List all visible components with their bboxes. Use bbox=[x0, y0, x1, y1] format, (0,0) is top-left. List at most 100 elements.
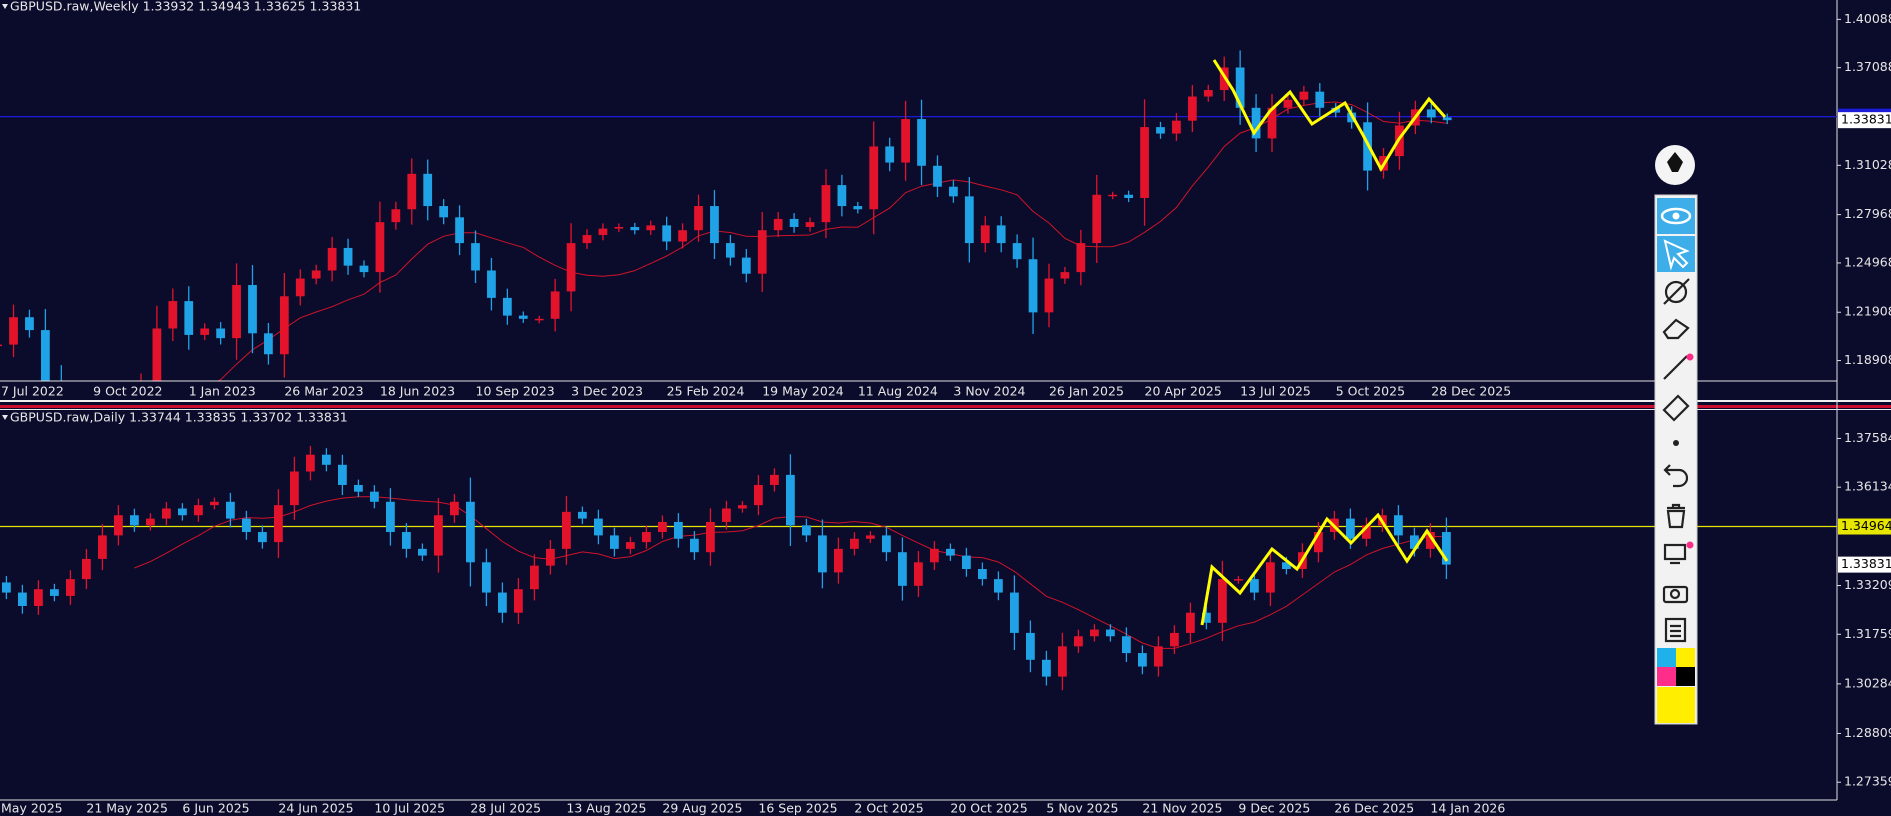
brush-icon[interactable] bbox=[1664, 280, 1688, 304]
last-price-label: 1.33831 bbox=[1841, 556, 1891, 571]
candle-body bbox=[232, 284, 241, 339]
candle-body bbox=[168, 301, 178, 329]
camera-icon[interactable] bbox=[1662, 585, 1689, 604]
candle-body bbox=[1426, 532, 1435, 549]
candle-body bbox=[327, 247, 337, 271]
x-tick-label: 26 Dec 2025 bbox=[1334, 801, 1414, 816]
candle-body bbox=[455, 217, 464, 244]
candle-body bbox=[821, 185, 831, 223]
candle-body bbox=[1282, 562, 1291, 570]
candle-body bbox=[678, 230, 687, 242]
candle-body bbox=[146, 518, 155, 526]
color-pink[interactable] bbox=[1657, 667, 1676, 686]
candle-body bbox=[1138, 653, 1147, 667]
hline-price-label: 1.34964 bbox=[1841, 518, 1891, 533]
candle-body bbox=[338, 464, 347, 485]
monitor-icon[interactable] bbox=[1663, 543, 1687, 561]
trash-icon[interactable] bbox=[1666, 503, 1686, 529]
candle-body bbox=[1092, 194, 1102, 244]
drawing-zigzag[interactable] bbox=[1200, 512, 1449, 626]
eye-icon bbox=[1672, 212, 1680, 220]
candle-body bbox=[770, 474, 779, 485]
x-tick-label: 9 Dec 2025 bbox=[1238, 801, 1310, 816]
candle-body bbox=[610, 535, 619, 549]
candle-body bbox=[226, 501, 235, 519]
candle-body bbox=[853, 206, 863, 210]
y-tick-label: 1.33209 bbox=[1844, 577, 1891, 592]
candle-body bbox=[370, 491, 379, 502]
candle-body bbox=[754, 484, 763, 506]
candle-body bbox=[1172, 120, 1181, 134]
chart-title: GBPUSD.raw,Weekly 1.33932 1.34943 1.3362… bbox=[10, 0, 361, 14]
candle-body bbox=[964, 196, 974, 244]
brush-icon[interactable] bbox=[1663, 278, 1690, 305]
candle-body bbox=[562, 511, 571, 549]
color-yellow[interactable] bbox=[1676, 648, 1695, 667]
y-tick-label: 1.27359 bbox=[1844, 774, 1891, 789]
candle-body bbox=[789, 218, 799, 227]
candle-body bbox=[178, 508, 187, 516]
candle-body bbox=[598, 228, 608, 236]
candle-body bbox=[1058, 646, 1067, 677]
candle-body bbox=[434, 515, 443, 556]
candle-body bbox=[1266, 562, 1275, 593]
candle-body bbox=[690, 538, 699, 553]
line-icon[interactable] bbox=[1663, 355, 1688, 380]
candle-body bbox=[210, 501, 219, 506]
separator bbox=[0, 400, 1891, 402]
x-tick-label: 3 Dec 2023 bbox=[571, 384, 643, 399]
candle-body bbox=[264, 333, 273, 355]
candle-body bbox=[550, 291, 560, 319]
candle-body bbox=[946, 548, 955, 556]
candle-body bbox=[82, 558, 91, 580]
eye-icon bbox=[1660, 207, 1692, 225]
candle-body bbox=[725, 243, 735, 258]
candle-body bbox=[343, 247, 353, 266]
x-tick-label: 10 Jul 2025 bbox=[374, 801, 445, 816]
candle-body bbox=[662, 225, 672, 242]
toolbar-panel bbox=[1654, 194, 1698, 725]
candle-body bbox=[114, 515, 123, 536]
candle-body bbox=[471, 243, 480, 271]
color-cyan[interactable] bbox=[1657, 648, 1676, 667]
candle-body bbox=[418, 548, 427, 556]
x-tick-label: 28 Dec 2025 bbox=[1431, 384, 1511, 399]
undo-icon[interactable] bbox=[1663, 464, 1689, 488]
candle-body bbox=[518, 315, 528, 319]
candle-body bbox=[614, 226, 624, 229]
candle-body bbox=[242, 518, 251, 533]
y-tick-label: 1.40088 bbox=[1844, 11, 1891, 26]
candle-body bbox=[439, 206, 449, 218]
eraser-icon[interactable] bbox=[1662, 318, 1690, 340]
pane bbox=[0, 445, 1837, 691]
y-tick-label: 1.24968 bbox=[1844, 254, 1891, 269]
color-black[interactable] bbox=[1676, 667, 1695, 686]
candle-body bbox=[834, 548, 843, 573]
candle-body bbox=[1315, 91, 1325, 108]
drawing-zigzag[interactable] bbox=[1212, 59, 1447, 173]
candle-body bbox=[1251, 107, 1261, 139]
candle-body bbox=[642, 532, 651, 543]
title-icon bbox=[2, 4, 8, 9]
candle-body bbox=[869, 146, 879, 210]
separator bbox=[0, 409, 1891, 410]
dot-icon[interactable] bbox=[1673, 440, 1679, 446]
candle-body bbox=[25, 317, 34, 331]
candle-body bbox=[1154, 646, 1163, 667]
candle-body bbox=[1314, 532, 1323, 553]
clipboard-icon[interactable] bbox=[1664, 617, 1687, 643]
candle-body bbox=[274, 505, 283, 543]
candle-body bbox=[773, 218, 783, 231]
ruler-icon[interactable] bbox=[1662, 394, 1690, 422]
candle-body bbox=[534, 318, 544, 321]
candle-body bbox=[741, 257, 751, 274]
candle-body bbox=[290, 471, 299, 506]
active-color[interactable] bbox=[1657, 687, 1695, 723]
y-tick-label: 1.21908 bbox=[1844, 304, 1891, 319]
candle-body bbox=[1442, 117, 1452, 121]
x-tick-label: 1 Jan 2023 bbox=[189, 384, 256, 399]
candle-body bbox=[375, 222, 385, 273]
cursor-icon bbox=[1663, 239, 1690, 271]
